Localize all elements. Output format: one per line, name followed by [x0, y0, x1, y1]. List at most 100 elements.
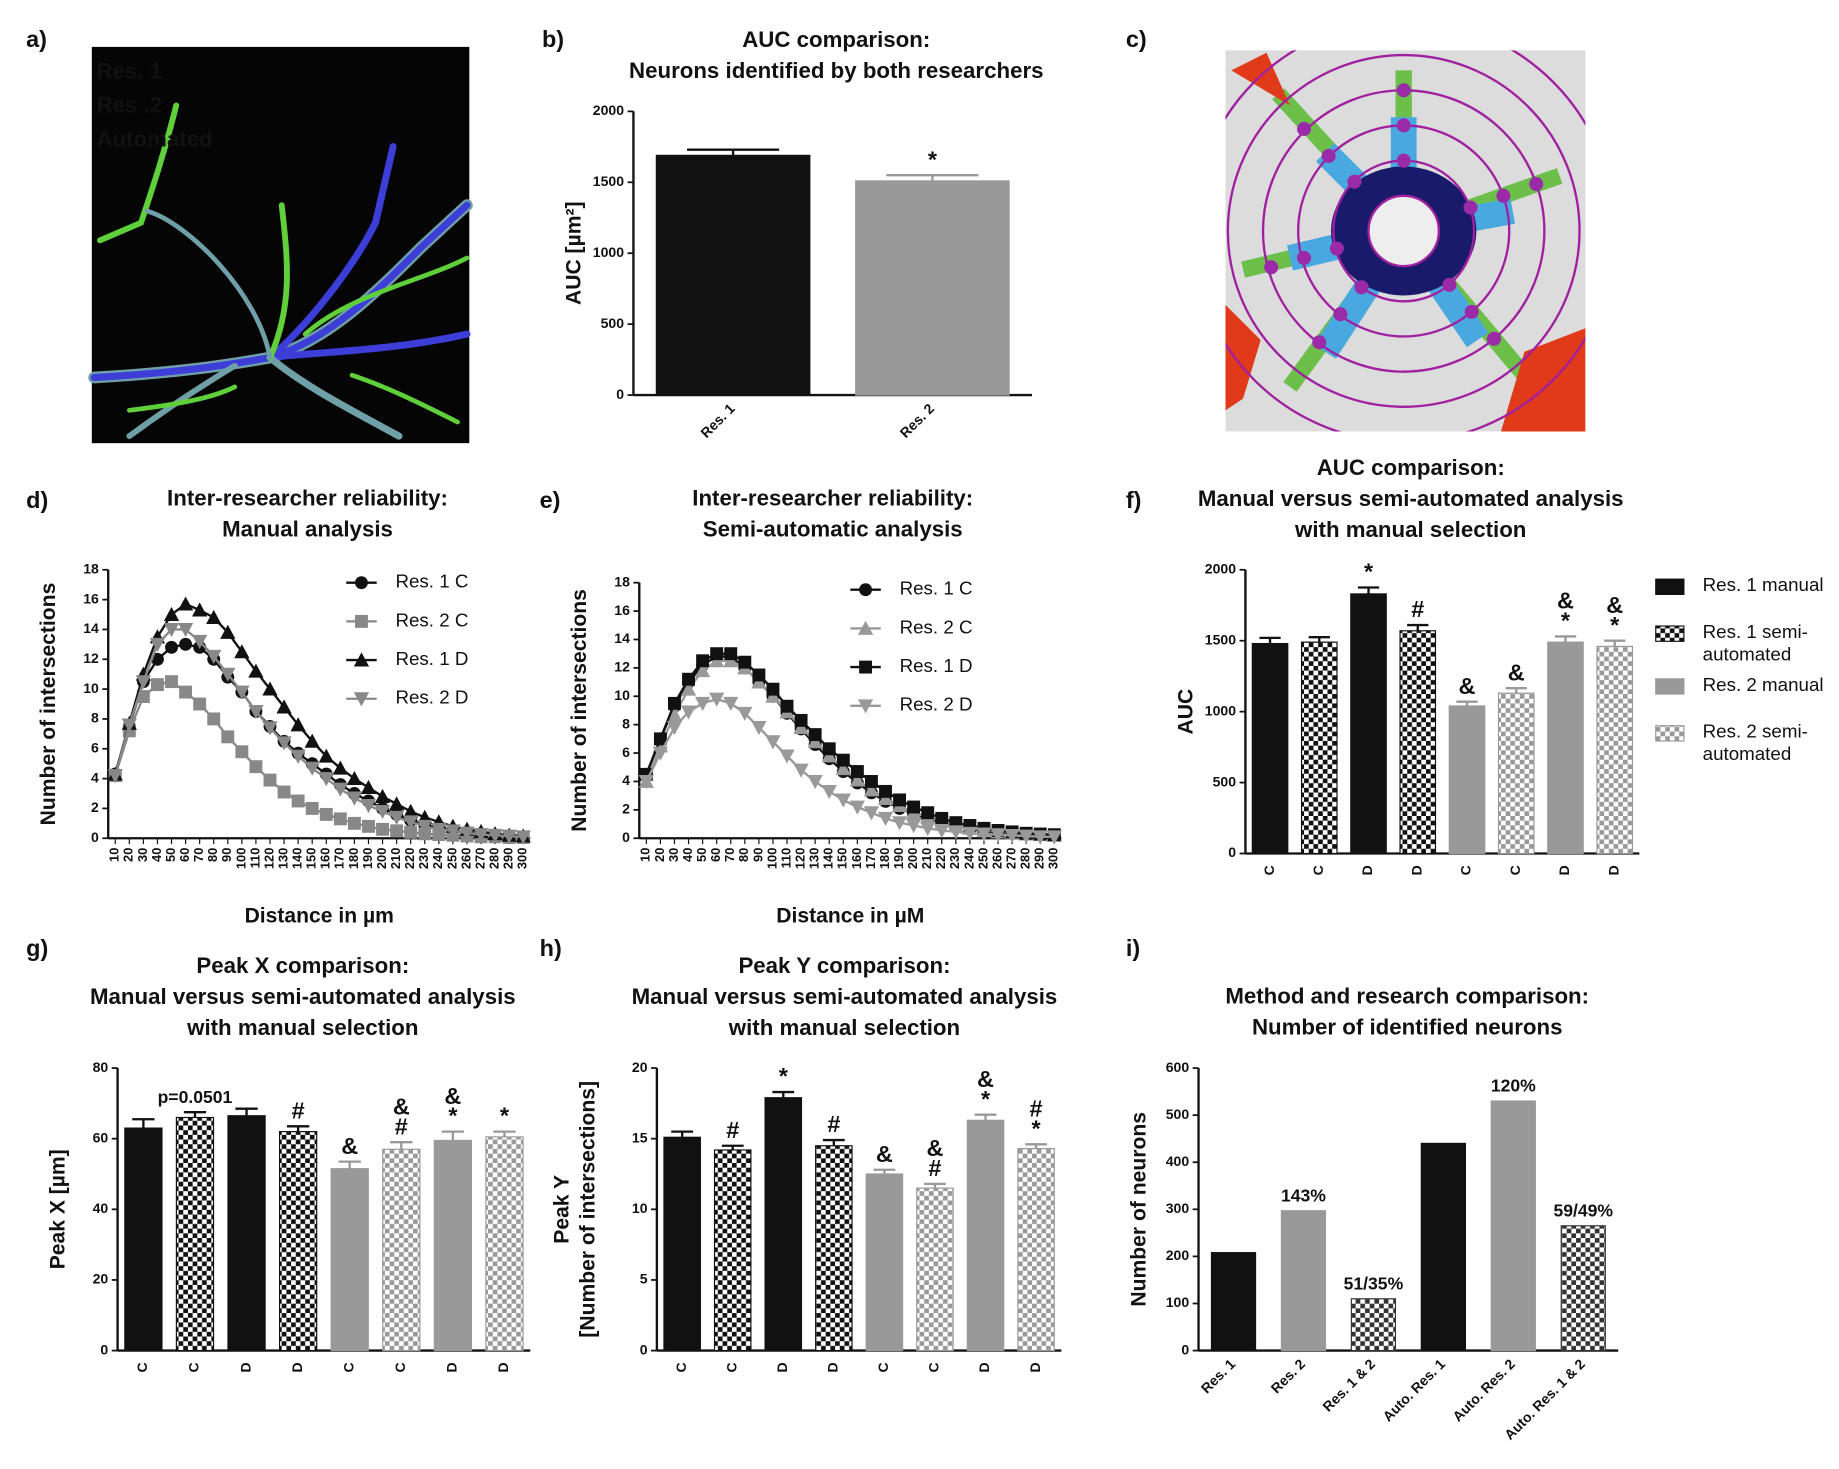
x-tick-label: Res. 1 & 2	[1319, 1356, 1378, 1415]
legend-label: Res. 1 C	[395, 571, 468, 592]
legend-label: Res. 2 C	[395, 609, 468, 630]
x-tick-label: 290	[1032, 848, 1047, 869]
legend-marker	[859, 660, 873, 674]
y-tick-label: 2	[91, 799, 99, 815]
marker	[780, 699, 794, 713]
marker	[1004, 828, 1020, 844]
bar	[175, 1116, 215, 1352]
bar	[1399, 630, 1437, 855]
marker	[696, 654, 710, 668]
y-tick-label: 500	[1166, 1106, 1190, 1122]
x-tick-label: 210	[388, 848, 403, 869]
x-tick-label: 210	[919, 848, 934, 869]
y-axis-label: AUC	[1174, 689, 1197, 735]
panel-label: h)	[540, 935, 562, 961]
marker	[165, 640, 178, 654]
sholl-image	[1225, 50, 1586, 432]
x-tick-label: C	[186, 1362, 202, 1372]
x-tick-label: 250	[975, 848, 990, 869]
y-tick-label: 15	[632, 1129, 648, 1145]
bar	[966, 1119, 1005, 1352]
marker	[710, 647, 724, 661]
x-tick-label: Res. 2	[897, 400, 938, 441]
marker	[752, 668, 766, 682]
x-tick-label: 90	[219, 848, 234, 862]
y-tick-label: 1000	[593, 244, 624, 260]
y-tick-label: 100	[1166, 1294, 1190, 1310]
marker	[907, 800, 921, 814]
y-axis-label: Peak X [µm]	[47, 1149, 70, 1269]
x-tick-label: 300	[515, 848, 530, 869]
marker	[459, 826, 475, 841]
y-tick-label: 1000	[1205, 702, 1236, 718]
y-tick-label: 600	[1166, 1059, 1190, 1075]
legend-label: Res. 1 D	[900, 655, 973, 676]
bar	[815, 1145, 853, 1352]
marker	[864, 775, 878, 788]
x-tick-label: 200	[374, 848, 389, 869]
annotation: &	[1606, 592, 1623, 618]
marker	[921, 806, 935, 820]
marker	[738, 655, 752, 669]
legend-label: Res. 2 semi-	[1703, 721, 1808, 742]
bar	[764, 1097, 803, 1352]
marker	[835, 761, 851, 776]
y-tick-label: 60	[93, 1129, 109, 1145]
x-tick-label: 200	[905, 848, 920, 869]
bar	[1596, 645, 1634, 855]
x-tick-label: C	[392, 1362, 408, 1372]
marker	[1046, 830, 1062, 845]
marker	[765, 735, 781, 750]
marker	[877, 790, 894, 805]
legend-marker	[353, 692, 370, 707]
chart-title: with manual selection	[186, 1015, 418, 1040]
annotation: *	[1610, 612, 1620, 638]
bar	[865, 1173, 904, 1352]
marker	[206, 609, 222, 624]
marker	[332, 760, 348, 775]
x-tick-label: D	[1027, 1362, 1043, 1372]
x-tick-label: 110	[778, 848, 793, 869]
x-tick-label: 100	[764, 848, 779, 869]
marker	[723, 696, 739, 711]
marker	[849, 800, 865, 815]
marker	[807, 775, 823, 790]
x-tick-label: 240	[961, 848, 976, 869]
legend-marker	[859, 583, 873, 597]
chart-title: Manual versus semi-automated analysis	[1198, 486, 1624, 511]
legend-swatch	[1655, 678, 1685, 695]
series-line	[645, 655, 1055, 837]
legend-marker	[354, 576, 368, 590]
x-tick-label: 220	[933, 848, 948, 869]
x-tick-label: 100	[233, 848, 248, 869]
marker	[319, 807, 333, 821]
y-tick-label: 2000	[1205, 560, 1236, 576]
annotation: #	[928, 1155, 941, 1181]
y-tick-label: 20	[93, 1271, 109, 1287]
marker	[262, 681, 278, 696]
marker	[304, 761, 320, 776]
x-tick-label: C	[134, 1362, 150, 1372]
marker	[179, 685, 193, 699]
marker	[990, 828, 1006, 843]
marker	[362, 819, 375, 833]
x-tick-label: 80	[205, 848, 220, 862]
bar	[1350, 593, 1387, 855]
y-tick-label: 500	[601, 315, 625, 331]
y-axis-label: Number of intersections	[37, 583, 60, 826]
x-tick-label: C	[340, 1362, 356, 1372]
legend-label: Res. 1 semi-	[1703, 621, 1808, 642]
x-tick-label: 130	[275, 848, 290, 869]
x-tick-label: 160	[849, 848, 864, 869]
chart-title: Manual analysis	[222, 516, 393, 541]
y-tick-label: 18	[83, 560, 99, 576]
marker	[374, 788, 391, 803]
marker	[751, 674, 767, 689]
x-tick-label: D	[237, 1362, 253, 1372]
annotation: *	[779, 1063, 789, 1089]
y-tick-label: 16	[614, 602, 630, 618]
y-tick-label: 12	[614, 659, 630, 675]
x-tick-label: C	[926, 1362, 942, 1372]
x-tick-label: 160	[318, 848, 333, 869]
annotation: &	[977, 1066, 994, 1092]
